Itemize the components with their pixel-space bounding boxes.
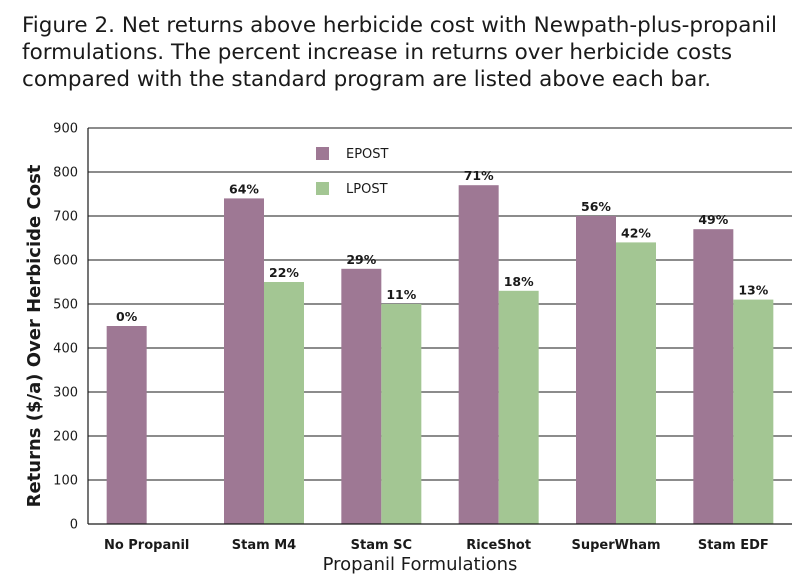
y-axis-title: Returns ($/a) Over Herbicide Cost xyxy=(24,164,45,507)
y-tick-label: 300 xyxy=(53,386,78,401)
y-tick-label: 400 xyxy=(53,342,78,357)
data-label: 22% xyxy=(269,265,299,280)
y-tick-label: 600 xyxy=(53,254,78,269)
data-label: 64% xyxy=(229,181,259,196)
data-label: 18% xyxy=(504,274,534,289)
y-tick-label: 100 xyxy=(53,474,78,489)
bars xyxy=(106,185,774,524)
bar xyxy=(264,282,304,524)
x-tick-label: No Propanil xyxy=(104,538,189,553)
x-tick-label: Stam EDF xyxy=(698,538,769,553)
labels: 0 100 200 300 400 500 600 700 800 900 0% No Propani… xyxy=(24,122,769,576)
chart-title: Figure 2. Net returns above herbicide co… xyxy=(22,13,777,92)
bar xyxy=(616,242,656,524)
bar xyxy=(733,299,774,524)
x-tick-label: Stam SC xyxy=(351,538,412,553)
data-label: 29% xyxy=(346,252,376,267)
y-tick-label: 200 xyxy=(53,430,78,445)
legend-swatch xyxy=(316,147,329,160)
bar xyxy=(458,185,499,524)
bar xyxy=(576,216,616,524)
data-label: 49% xyxy=(698,212,728,227)
data-label: 42% xyxy=(621,225,651,240)
data-label: 0% xyxy=(116,309,138,324)
gridlines xyxy=(88,127,792,481)
y-tick-label: 900 xyxy=(53,122,78,137)
data-label: 71% xyxy=(464,168,494,183)
axes xyxy=(87,128,792,525)
legend-label: LPOST xyxy=(346,182,388,197)
bar xyxy=(381,304,422,524)
x-tick-label: Stam M4 xyxy=(232,538,296,553)
data-label: 13% xyxy=(738,283,768,298)
legend: EPOST LPOST xyxy=(316,147,389,197)
x-axis-title: Propanil Formulations xyxy=(323,554,518,575)
y-tick-label: 500 xyxy=(53,298,78,313)
x-tick-label: SuperWham xyxy=(571,538,660,553)
bar xyxy=(341,268,382,524)
bar xyxy=(498,290,539,524)
data-label: 11% xyxy=(386,287,416,302)
bar xyxy=(106,326,147,524)
y-tick-label: 700 xyxy=(53,210,78,225)
legend-swatch xyxy=(316,182,329,195)
legend-label: EPOST xyxy=(346,147,389,162)
y-tick-label: 800 xyxy=(53,166,78,181)
data-label: 56% xyxy=(581,199,611,214)
bar xyxy=(224,198,264,524)
y-tick-label: 0 xyxy=(70,518,78,533)
x-tick-label: RiceShot xyxy=(466,538,531,553)
bar xyxy=(693,229,734,524)
